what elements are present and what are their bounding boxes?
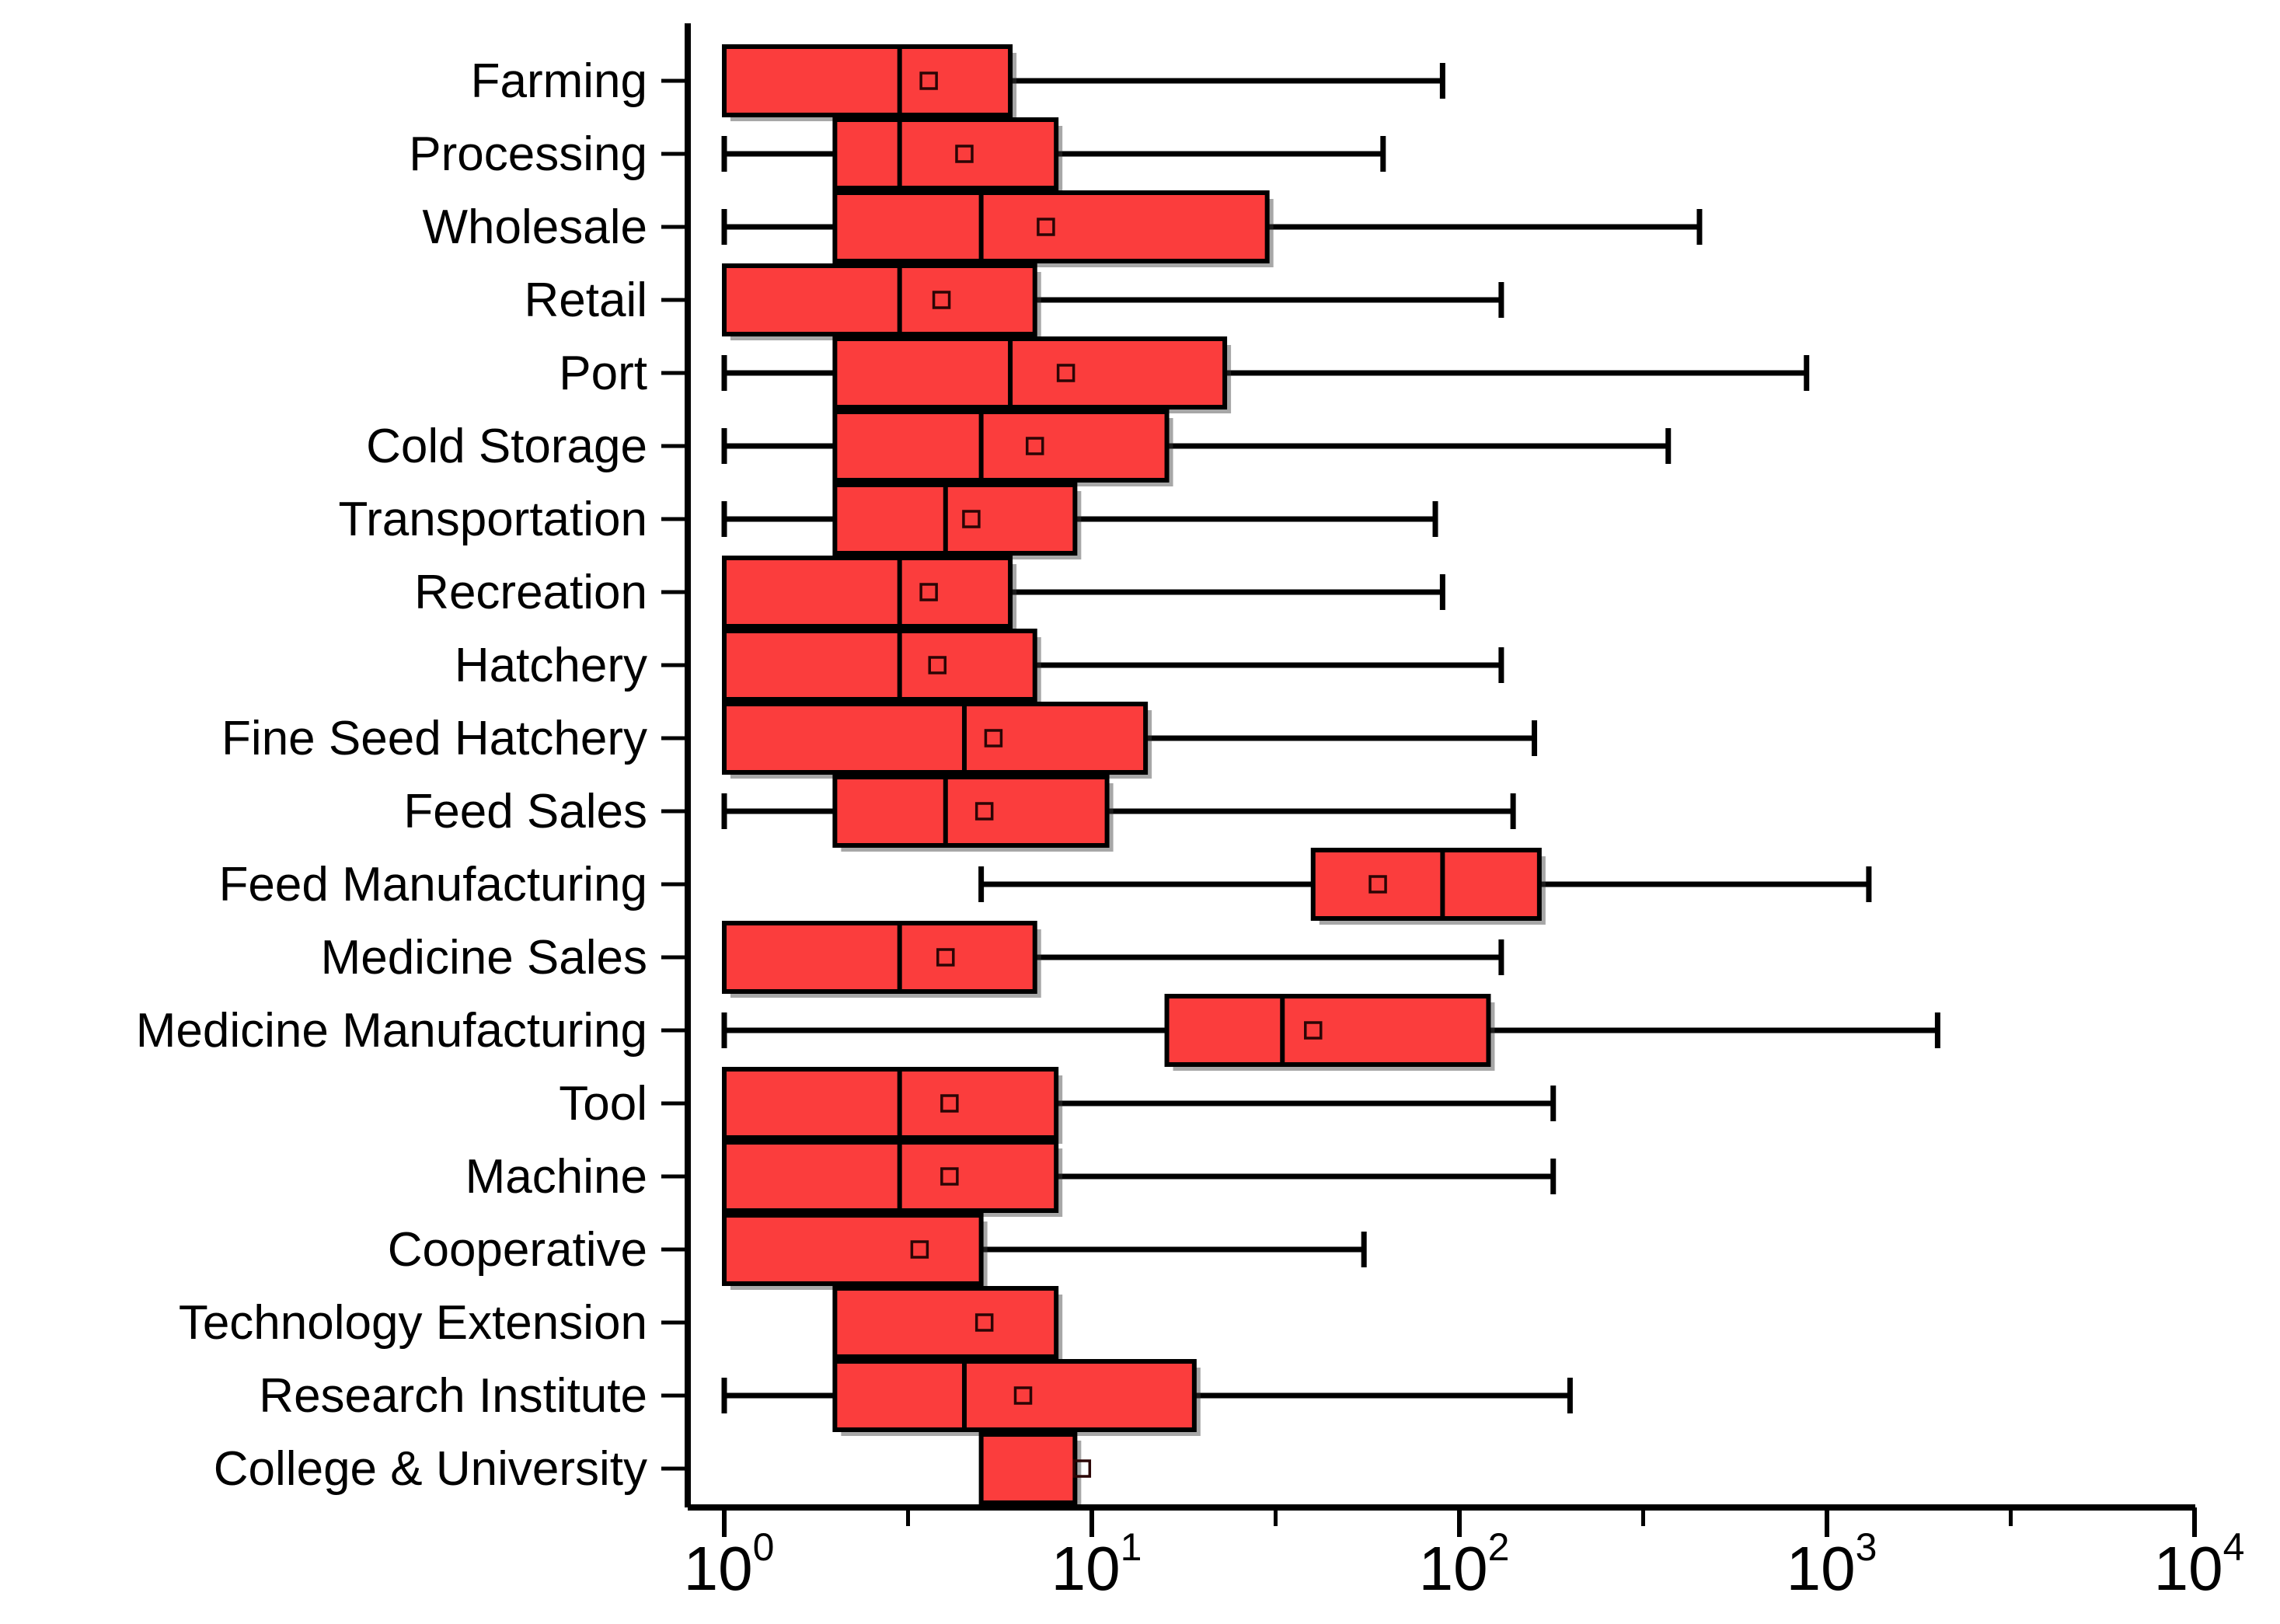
box-row-wholesale: Wholesale	[423, 190, 1703, 267]
category-label: Fine Seed Hatchery	[221, 712, 647, 765]
category-label: Wholesale	[423, 200, 647, 254]
box-row-technology-extension: Technology Extension	[179, 1286, 1063, 1363]
category-label: Technology Extension	[179, 1296, 647, 1350]
box-row-cold-storage: Cold Storage	[366, 409, 1672, 486]
x-tick-exponent: 0	[753, 1525, 775, 1569]
box	[722, 702, 1149, 775]
mean-marker	[1013, 1386, 1033, 1405]
mean-marker	[1072, 1459, 1092, 1478]
x-tick-base: 10	[1419, 1534, 1488, 1603]
mean-marker	[962, 510, 981, 528]
mean-marker	[940, 1167, 959, 1186]
box	[832, 409, 1170, 483]
mean-marker	[932, 291, 951, 309]
box	[722, 1140, 1059, 1213]
box-row-feed-sales: Feed Sales	[403, 775, 1516, 852]
mean-marker	[940, 1094, 959, 1113]
mean-marker	[928, 656, 947, 674]
box	[722, 1213, 984, 1286]
mean-marker	[919, 71, 938, 90]
x-tick-base: 10	[684, 1534, 753, 1603]
x-tick-label: 102	[1419, 1525, 1510, 1603]
x-tick-label: 104	[2154, 1525, 2245, 1603]
mean-marker	[1037, 218, 1055, 236]
category-label: Port	[559, 347, 647, 400]
box-row-cooperative: Cooperative	[388, 1213, 1367, 1290]
x-tick-exponent: 2	[1488, 1525, 1510, 1569]
mean-marker	[910, 1240, 929, 1259]
mean-marker	[984, 729, 1003, 748]
box-row-tool: Tool	[559, 1067, 1557, 1144]
box-row-hatchery: Hatchery	[455, 629, 1504, 706]
box-row-retail: Retail	[524, 263, 1504, 340]
category-label: Processing	[409, 127, 647, 181]
mean-marker	[1025, 437, 1044, 455]
box	[1310, 848, 1542, 921]
category-label: Farming	[471, 54, 647, 108]
x-tick-label: 100	[684, 1525, 775, 1603]
box	[832, 117, 1059, 190]
category-label: Feed Sales	[403, 785, 647, 838]
category-label: Research Institute	[259, 1369, 647, 1423]
category-label: Feed Manufacturing	[219, 858, 647, 911]
category-label: Hatchery	[455, 639, 647, 692]
box-row-recreation: Recreation	[414, 556, 1445, 633]
box	[832, 1286, 1059, 1359]
category-label: College & University	[214, 1442, 647, 1496]
mean-marker	[919, 583, 938, 601]
box	[722, 44, 1013, 117]
box-row-college-university: College & University	[214, 1432, 1092, 1509]
box-row-processing: Processing	[409, 117, 1386, 194]
category-label: Cold Storage	[366, 420, 647, 473]
category-label: Transportation	[339, 493, 647, 546]
box	[722, 1067, 1059, 1140]
box-row-machine: Machine	[465, 1140, 1557, 1217]
mean-marker	[955, 145, 974, 163]
box-row-farming: Farming	[471, 44, 1445, 121]
mean-marker	[1056, 364, 1076, 382]
category-label: Cooperative	[388, 1223, 647, 1277]
x-tick-base: 10	[2154, 1534, 2223, 1603]
x-tick-exponent: 4	[2223, 1525, 2245, 1569]
category-label: Medicine Sales	[321, 931, 647, 985]
box	[978, 1432, 1078, 1505]
box	[832, 336, 1228, 409]
box	[832, 483, 1078, 556]
box-row-medicine-sales: Medicine Sales	[321, 921, 1504, 998]
box-row-port: Port	[559, 336, 1810, 413]
box-row-research-institute: Research Institute	[259, 1359, 1573, 1436]
x-tick-base: 10	[1787, 1534, 1856, 1603]
x-tick-exponent: 3	[1856, 1525, 1877, 1569]
category-label: Medicine Manufacturing	[136, 1004, 647, 1058]
box-row-medicine-manufacturing: Medicine Manufacturing	[136, 994, 1940, 1071]
mean-marker	[936, 948, 955, 967]
mean-marker	[974, 802, 994, 821]
category-label: Machine	[465, 1150, 647, 1204]
box	[722, 629, 1037, 702]
mean-marker	[1368, 875, 1387, 894]
category-label: Retail	[524, 274, 647, 327]
box	[722, 556, 1013, 629]
box	[832, 775, 1110, 848]
box	[722, 921, 1037, 994]
mean-marker	[974, 1313, 994, 1332]
box	[1164, 994, 1491, 1067]
box	[722, 263, 1037, 336]
box-row-transportation: Transportation	[339, 483, 1438, 559]
box-row-feed-manufacturing: Feed Manufacturing	[219, 848, 1872, 925]
box-row-fine-seed-hatchery: Fine Seed Hatchery	[221, 702, 1538, 779]
category-label: Recreation	[414, 566, 647, 619]
x-tick-label: 101	[1051, 1525, 1142, 1603]
box	[832, 190, 1270, 263]
mean-marker	[1304, 1021, 1323, 1040]
category-label: Tool	[559, 1077, 647, 1131]
x-tick-base: 10	[1051, 1534, 1121, 1603]
x-tick-exponent: 1	[1121, 1525, 1142, 1569]
x-tick-label: 103	[1787, 1525, 1877, 1603]
